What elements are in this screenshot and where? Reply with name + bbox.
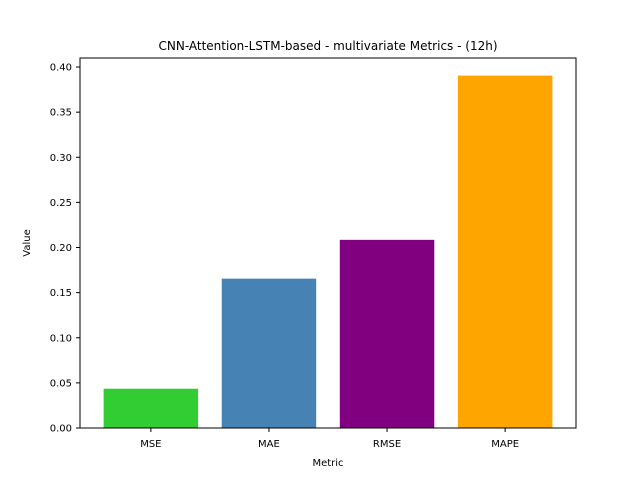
- bar-mape: [457, 75, 553, 428]
- x-axis-ticks: MSE MAE RMSE MAPE: [140, 428, 519, 450]
- y-tick-label: 0.00: [50, 424, 72, 435]
- y-tick-label: 0.30: [50, 153, 72, 164]
- x-tick-label: MAE: [258, 439, 280, 450]
- y-tick-label: 0.40: [50, 63, 72, 74]
- x-tick-label: MAPE: [491, 439, 519, 450]
- bar-mse: [103, 388, 199, 428]
- bar-mae: [221, 278, 317, 428]
- x-tick-label: MSE: [140, 439, 161, 450]
- bars-group: [103, 75, 553, 428]
- y-tick-label: 0.05: [50, 378, 72, 389]
- chart-title: CNN-Attention-LSTM-based - multivariate …: [158, 39, 497, 53]
- y-tick-label: 0.20: [50, 243, 72, 254]
- x-tick-label: RMSE: [373, 439, 401, 450]
- y-tick-label: 0.10: [50, 333, 72, 344]
- y-tick-label: 0.25: [50, 198, 72, 209]
- y-tick-label: 0.35: [50, 108, 72, 119]
- bar-rmse: [339, 239, 435, 428]
- y-tick-label: 0.15: [50, 288, 72, 299]
- plot-frame: [79, 57, 577, 429]
- y-axis-label: Value: [22, 229, 33, 256]
- y-axis-ticks: 0.00 0.05 0.10 0.15 0.20 0.25 0.30 0.35 0.40: [50, 63, 80, 435]
- x-axis-label: Metric: [312, 458, 343, 469]
